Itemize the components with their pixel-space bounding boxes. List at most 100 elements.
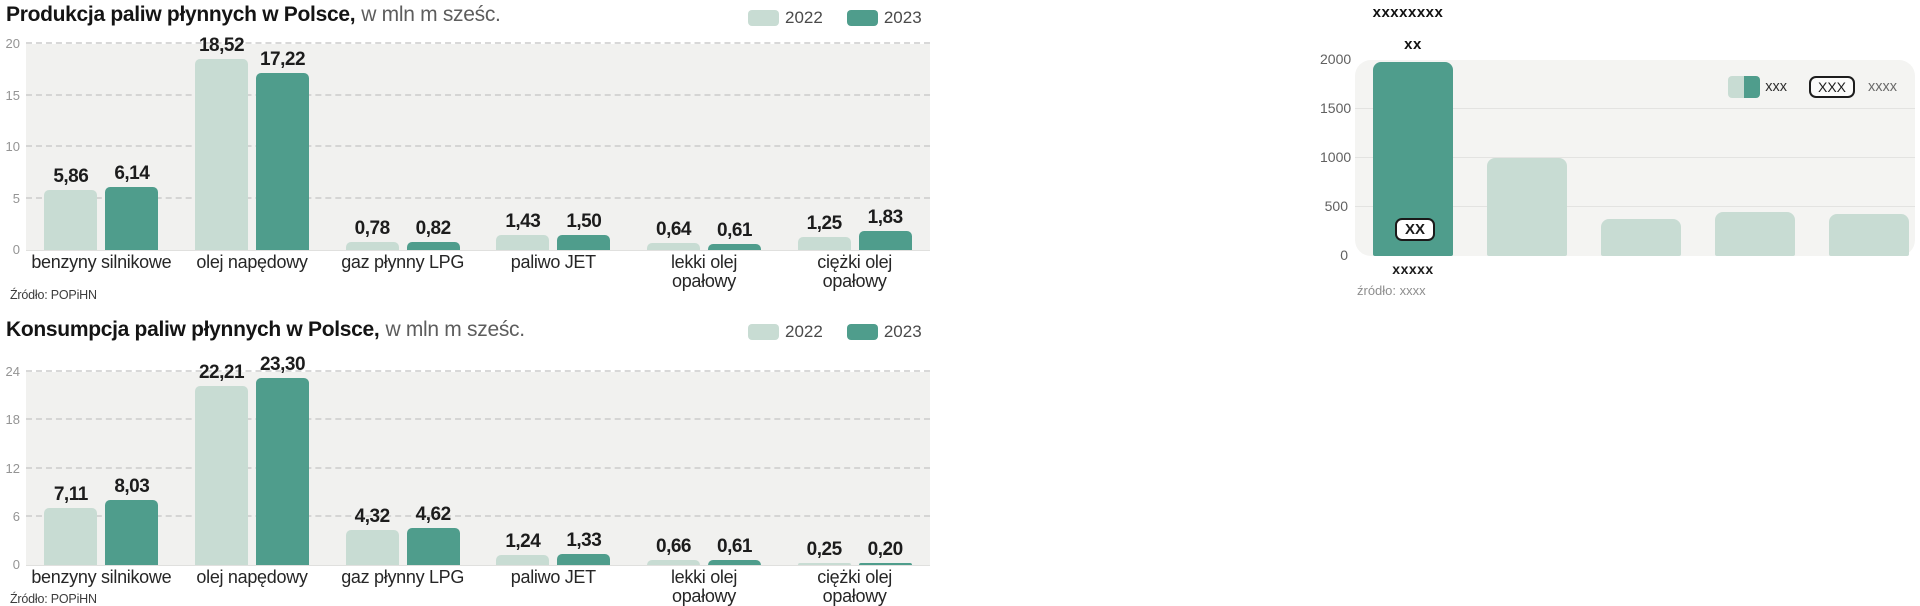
gridline — [26, 370, 930, 372]
bar — [1829, 213, 1909, 256]
legend-swatch-dark — [1744, 76, 1761, 98]
bar-2022: 0,78 — [345, 218, 399, 250]
bar-2023: 6,14 — [105, 163, 159, 250]
legend-boxed-label: XXX — [1808, 76, 1855, 98]
legend-label-2023: 2023 — [883, 322, 922, 341]
y-axis-tick-label: 500 — [1324, 198, 1348, 214]
legend-swatch-2022 — [748, 10, 779, 26]
y-axis-tick-label: 1500 — [1320, 100, 1352, 116]
bar-top-label: xx — [1404, 36, 1422, 53]
production-chart-source: Źródło: POPiHN — [10, 288, 97, 302]
bar — [1715, 211, 1795, 256]
bar-2023: 1,50 — [557, 211, 611, 250]
gridline — [26, 93, 930, 96]
bar-2022: 0,66 — [647, 536, 700, 565]
legend-label: xxx — [1765, 79, 1787, 95]
value-label: 0,78 — [354, 217, 390, 239]
gridline — [26, 145, 930, 147]
bar-2022: 18,52 — [195, 35, 248, 250]
value-label: 4,62 — [415, 503, 451, 525]
y-axis-tick-label: 1000 — [1320, 149, 1352, 165]
y-axis-tick-label: 10 — [5, 139, 20, 154]
bar-2022: 1,25 — [797, 213, 851, 250]
category-label: ciężki olej opałowy — [817, 567, 893, 606]
value-label: 23,30 — [259, 353, 306, 375]
y-axis-tick-label: 0 — [1340, 247, 1348, 263]
category-label: benzyny silnikowe — [31, 567, 172, 587]
consumption-chart-plot-area — [26, 370, 930, 566]
chart-title-bold: Produkcja paliw płynnych w Polsce, — [6, 3, 356, 26]
bar-2022: 7,11 — [44, 484, 98, 565]
consumption-chart-legend: 2022 2023 — [748, 322, 922, 342]
production-chart: Produkcja paliw płynnych w Polsce, w mln … — [0, 0, 935, 306]
bar-2022: 1,43 — [496, 211, 550, 250]
gridline — [1355, 206, 1915, 207]
placeholder-chart: xxxxxxxx xx xxx XXX xxxx XX xxxxx źródło… — [1320, 0, 1920, 306]
gridline — [1355, 108, 1915, 109]
gridline — [26, 196, 930, 199]
bar-2023: 0,61 — [708, 536, 761, 565]
consumption-chart-source: Źródło: POPiHN — [10, 592, 97, 606]
value-label: 18,52 — [198, 35, 245, 57]
value-label: 0,66 — [656, 535, 691, 557]
bar-2023: 4,62 — [406, 504, 460, 565]
value-label: 0,64 — [656, 219, 691, 241]
bar-2022: 5,86 — [44, 166, 98, 250]
legend-swatch-2023 — [846, 324, 878, 340]
category-label: olej napędowy — [196, 567, 308, 587]
category-label: ciężki olej opałowy — [817, 252, 893, 292]
bar-2023: 0,61 — [708, 220, 761, 250]
value-label: 1,83 — [867, 207, 903, 229]
production-chart-plot-area — [26, 42, 930, 251]
value-label: 6,14 — [114, 162, 150, 184]
production-chart-title: Produkcja paliw płynnych w Polsce, w mln … — [6, 3, 501, 27]
legend-swatch-2023 — [846, 10, 878, 26]
bar-2023: 0,82 — [406, 218, 460, 250]
bar-2023: 1,83 — [858, 207, 912, 250]
value-label: 0,20 — [867, 539, 903, 561]
y-axis-tick-label: 6 — [12, 508, 20, 524]
gridline — [1355, 157, 1915, 158]
bar-2022: 0,25 — [797, 539, 851, 565]
bar-annotation-box: XX — [1395, 218, 1436, 241]
value-label: 22,21 — [198, 362, 245, 384]
y-axis-tick-label: 2000 — [1320, 51, 1352, 67]
legend-swatch-2022 — [748, 324, 779, 340]
category-label: paliwo JET — [510, 252, 596, 272]
category-label: xxxxx — [1392, 261, 1434, 277]
placeholder-chart-source: źródło: xxxx — [1357, 283, 1426, 298]
value-label: 1,50 — [566, 210, 602, 232]
bar-2022: 4,32 — [345, 506, 399, 565]
y-axis-tick-label: 0 — [12, 557, 20, 572]
gridline — [26, 418, 930, 421]
value-label: 5,86 — [53, 165, 89, 187]
gridline — [26, 42, 930, 44]
bar — [1487, 158, 1567, 256]
y-axis-tick-label: 12 — [5, 460, 20, 476]
bar-2023: 17,22 — [256, 49, 309, 250]
y-axis-tick-label: 0 — [12, 242, 20, 257]
bar-2022: 1,24 — [496, 531, 550, 565]
value-label: 0,82 — [415, 217, 451, 239]
y-axis-tick-label: 5 — [12, 190, 20, 206]
y-axis-tick-label: 24 — [5, 364, 20, 379]
consumption-chart-title: Konsumpcja paliw płynnych w Polsce, w mln… — [6, 318, 525, 342]
bar-2023: 8,03 — [105, 476, 159, 565]
legend-label-2023: 2023 — [883, 8, 922, 27]
chart-title-unit: w mln m sześc. — [385, 318, 525, 341]
bar-2022: 0,64 — [647, 219, 700, 250]
value-label: 1,33 — [566, 530, 602, 552]
chart-title-bold: Konsumpcja paliw płynnych w Polsce, — [6, 318, 380, 341]
value-label: 4,32 — [354, 506, 390, 528]
y-axis-tick-label: 20 — [5, 36, 20, 51]
consumption-chart: Konsumpcja paliw płynnych w Polsce, w mln… — [0, 310, 935, 606]
category-label: lekki olej opałowy — [670, 567, 738, 606]
category-label: olej napędowy — [196, 252, 308, 272]
production-chart-legend: 2022 2023 — [748, 8, 922, 28]
y-axis-tick-label: 15 — [5, 87, 20, 103]
category-label: gaz płynny LPG — [341, 252, 465, 272]
placeholder-chart-title: xxxxxxxx — [1372, 4, 1444, 21]
value-label: 17,22 — [259, 48, 306, 70]
value-label: 0,61 — [717, 219, 752, 241]
